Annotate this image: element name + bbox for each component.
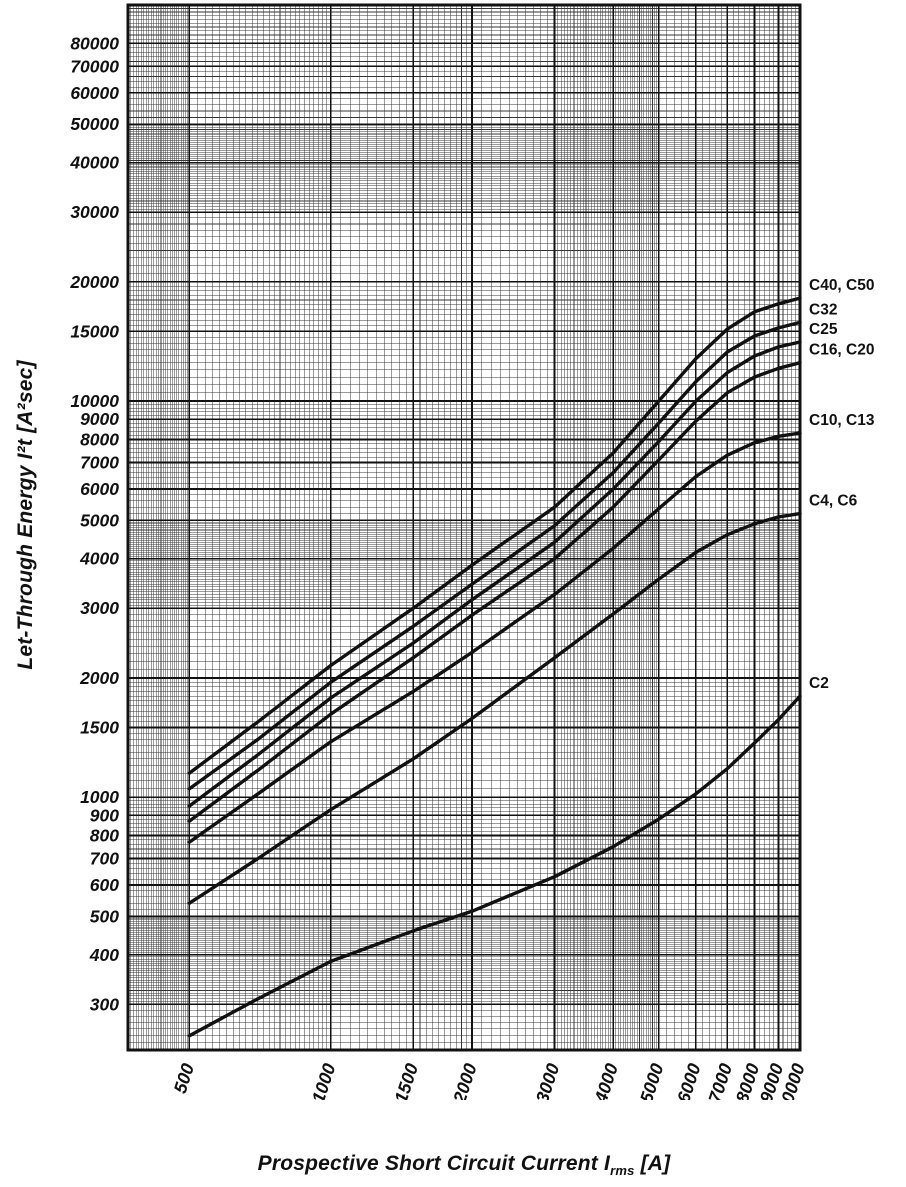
x-tick-label: 1500 (391, 1061, 422, 1100)
y-tick-label: 30000 (70, 202, 119, 222)
curves (187, 296, 802, 1038)
curve-label-c4-c6: C4, C6 (809, 493, 858, 510)
y-tick-label: 400 (89, 945, 119, 965)
y-tick-label: 70000 (70, 56, 119, 76)
chart-canvas: 3004005006007008009001000150020003000400… (69, 3, 875, 1115)
y-tick-label: 40000 (69, 153, 119, 173)
plot-border (126, 3, 802, 1052)
x-tick-label: 500 (170, 1061, 198, 1096)
y-tick-label: 7000 (80, 452, 119, 472)
y-tick-label: 2000 (79, 668, 119, 688)
x-axis-title: Prospective Short Circuit Current Irms [… (258, 1152, 671, 1178)
curve-c2 (187, 694, 802, 1038)
y-tick-label: 6000 (80, 479, 119, 499)
x-tick-label: 7000 (705, 1061, 736, 1100)
curve-label-c16-c20: C16, C20 (809, 342, 874, 359)
x-axis-title-sub: rms (610, 1163, 635, 1179)
curve-labels: C40, C50 C32 C25 C16, C20 C10, C13 C4, C6 C2 (809, 277, 875, 692)
curve-label-c40-c50: C40, C50 (809, 277, 874, 294)
x-tick-labels: 500 1000 1500 2000 3000 4000 5000 6000 700080009… (170, 1061, 809, 1115)
curve-label-c32: C32 (809, 301, 837, 318)
y-tick-label: 3000 (80, 598, 119, 618)
x-tick-label: 2000 (449, 1061, 481, 1100)
x-tick-label: 1000 (308, 1061, 339, 1100)
y-tick-label: 700 (90, 849, 119, 869)
y-tick-label: 9000 (80, 409, 119, 429)
chart-plot: 300 400 500 600 700 800 900 1000 1500 2000 3000 400… (69, 3, 875, 1115)
curve-label-c2: C2 (809, 675, 829, 692)
x-tick-label: 4000 (590, 1061, 622, 1100)
curve-c25 (187, 340, 802, 808)
curve-c4-c6 (187, 511, 802, 905)
curve-label-c10-c13: C10, C13 (809, 412, 875, 429)
x-tick-label: 3000 (532, 1061, 563, 1100)
y-tick-label: 1500 (80, 717, 119, 737)
x-axis-title-unit: [A] (634, 1152, 671, 1175)
y-tick-label: 300 (90, 994, 119, 1014)
curve-label-c25: C25 (809, 321, 838, 338)
y-tick-label: 10000 (70, 391, 119, 411)
y-tick-label: 20000 (69, 272, 119, 292)
y-tick-label: 900 (90, 805, 119, 825)
curve-c10-c13 (187, 431, 802, 844)
y-tick-label: 80000 (70, 33, 119, 53)
x-tick-label: 5000 (636, 1061, 667, 1100)
y-tick-label: 15000 (70, 321, 119, 341)
grid-major (128, 5, 801, 1050)
y-tick-label: 60000 (70, 83, 119, 103)
x-tick-label: 6000 (673, 1061, 704, 1100)
x-axis-title-main: Prospective Short Circuit Current I (257, 1152, 611, 1175)
y-tick-label: 50000 (70, 114, 119, 134)
curve-c40-c50 (187, 296, 802, 775)
grid-minor (127, 4, 801, 1051)
y-tick-label: 5000 (80, 510, 119, 530)
y-tick-label: 1000 (80, 787, 119, 807)
y-tick-label: 800 (90, 826, 119, 846)
y-axis-title: Let-Through Energy I²t [A²sec] (14, 360, 37, 670)
curve-c32 (187, 320, 802, 791)
y-tick-label: 600 (90, 875, 119, 895)
y-tick-label: 4000 (79, 549, 119, 569)
curve-c16-c20 (187, 361, 802, 823)
y-tick-label: 500 (90, 906, 119, 926)
y-tick-label: 8000 (80, 429, 119, 449)
